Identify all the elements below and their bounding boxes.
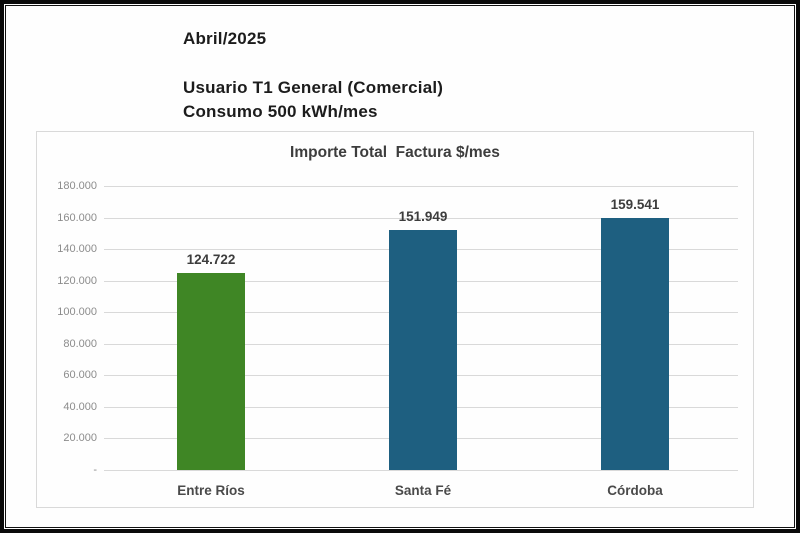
y-axis-tick-label: 20.000 — [63, 432, 97, 445]
y-axis-tick-label: - — [93, 464, 97, 476]
bar-2 — [601, 218, 669, 470]
chart-panel: Importe Total Factura $/mes 180.000 160.0… — [36, 131, 754, 508]
y-axis-tick-label: 140.000 — [57, 243, 97, 256]
bar-1 — [389, 230, 457, 470]
gridline — [104, 470, 738, 471]
bar-0 — [177, 273, 245, 470]
x-category-label: Santa Fé — [394, 483, 452, 498]
gridline — [104, 186, 738, 187]
y-axis-tick-label: 160.000 — [57, 211, 97, 224]
header-consumption: Consumo 500 kWh/mes — [183, 102, 378, 121]
y-axis-tick-label: 120.000 — [57, 274, 97, 287]
gridline — [104, 217, 738, 219]
y-axis-tick-label: 60.000 — [63, 369, 97, 382]
x-category-label: Entre Ríos — [177, 483, 245, 498]
bar-value-label: 124.722 — [186, 252, 236, 268]
chart-title: Importe Total Factura $/mes — [290, 144, 500, 161]
header-user-type: Usuario T1 General (Comercial) — [183, 78, 444, 97]
y-axis-tick-label: 180.000 — [57, 180, 97, 192]
y-axis-tick-label: 100.000 — [57, 306, 97, 319]
plot-area: 180.000 160.000 140.000 120.000 100.000 80.00… — [37, 132, 753, 507]
y-axis-tick-label: 80.000 — [63, 337, 97, 350]
y-axis-tick-label: 40.000 — [63, 400, 97, 413]
bar-value-label: 159.541 — [610, 197, 660, 213]
header-date: Abril/2025 — [183, 29, 267, 48]
bar-value-label: 151.949 — [398, 209, 448, 225]
x-category-label: Córdoba — [607, 483, 663, 498]
